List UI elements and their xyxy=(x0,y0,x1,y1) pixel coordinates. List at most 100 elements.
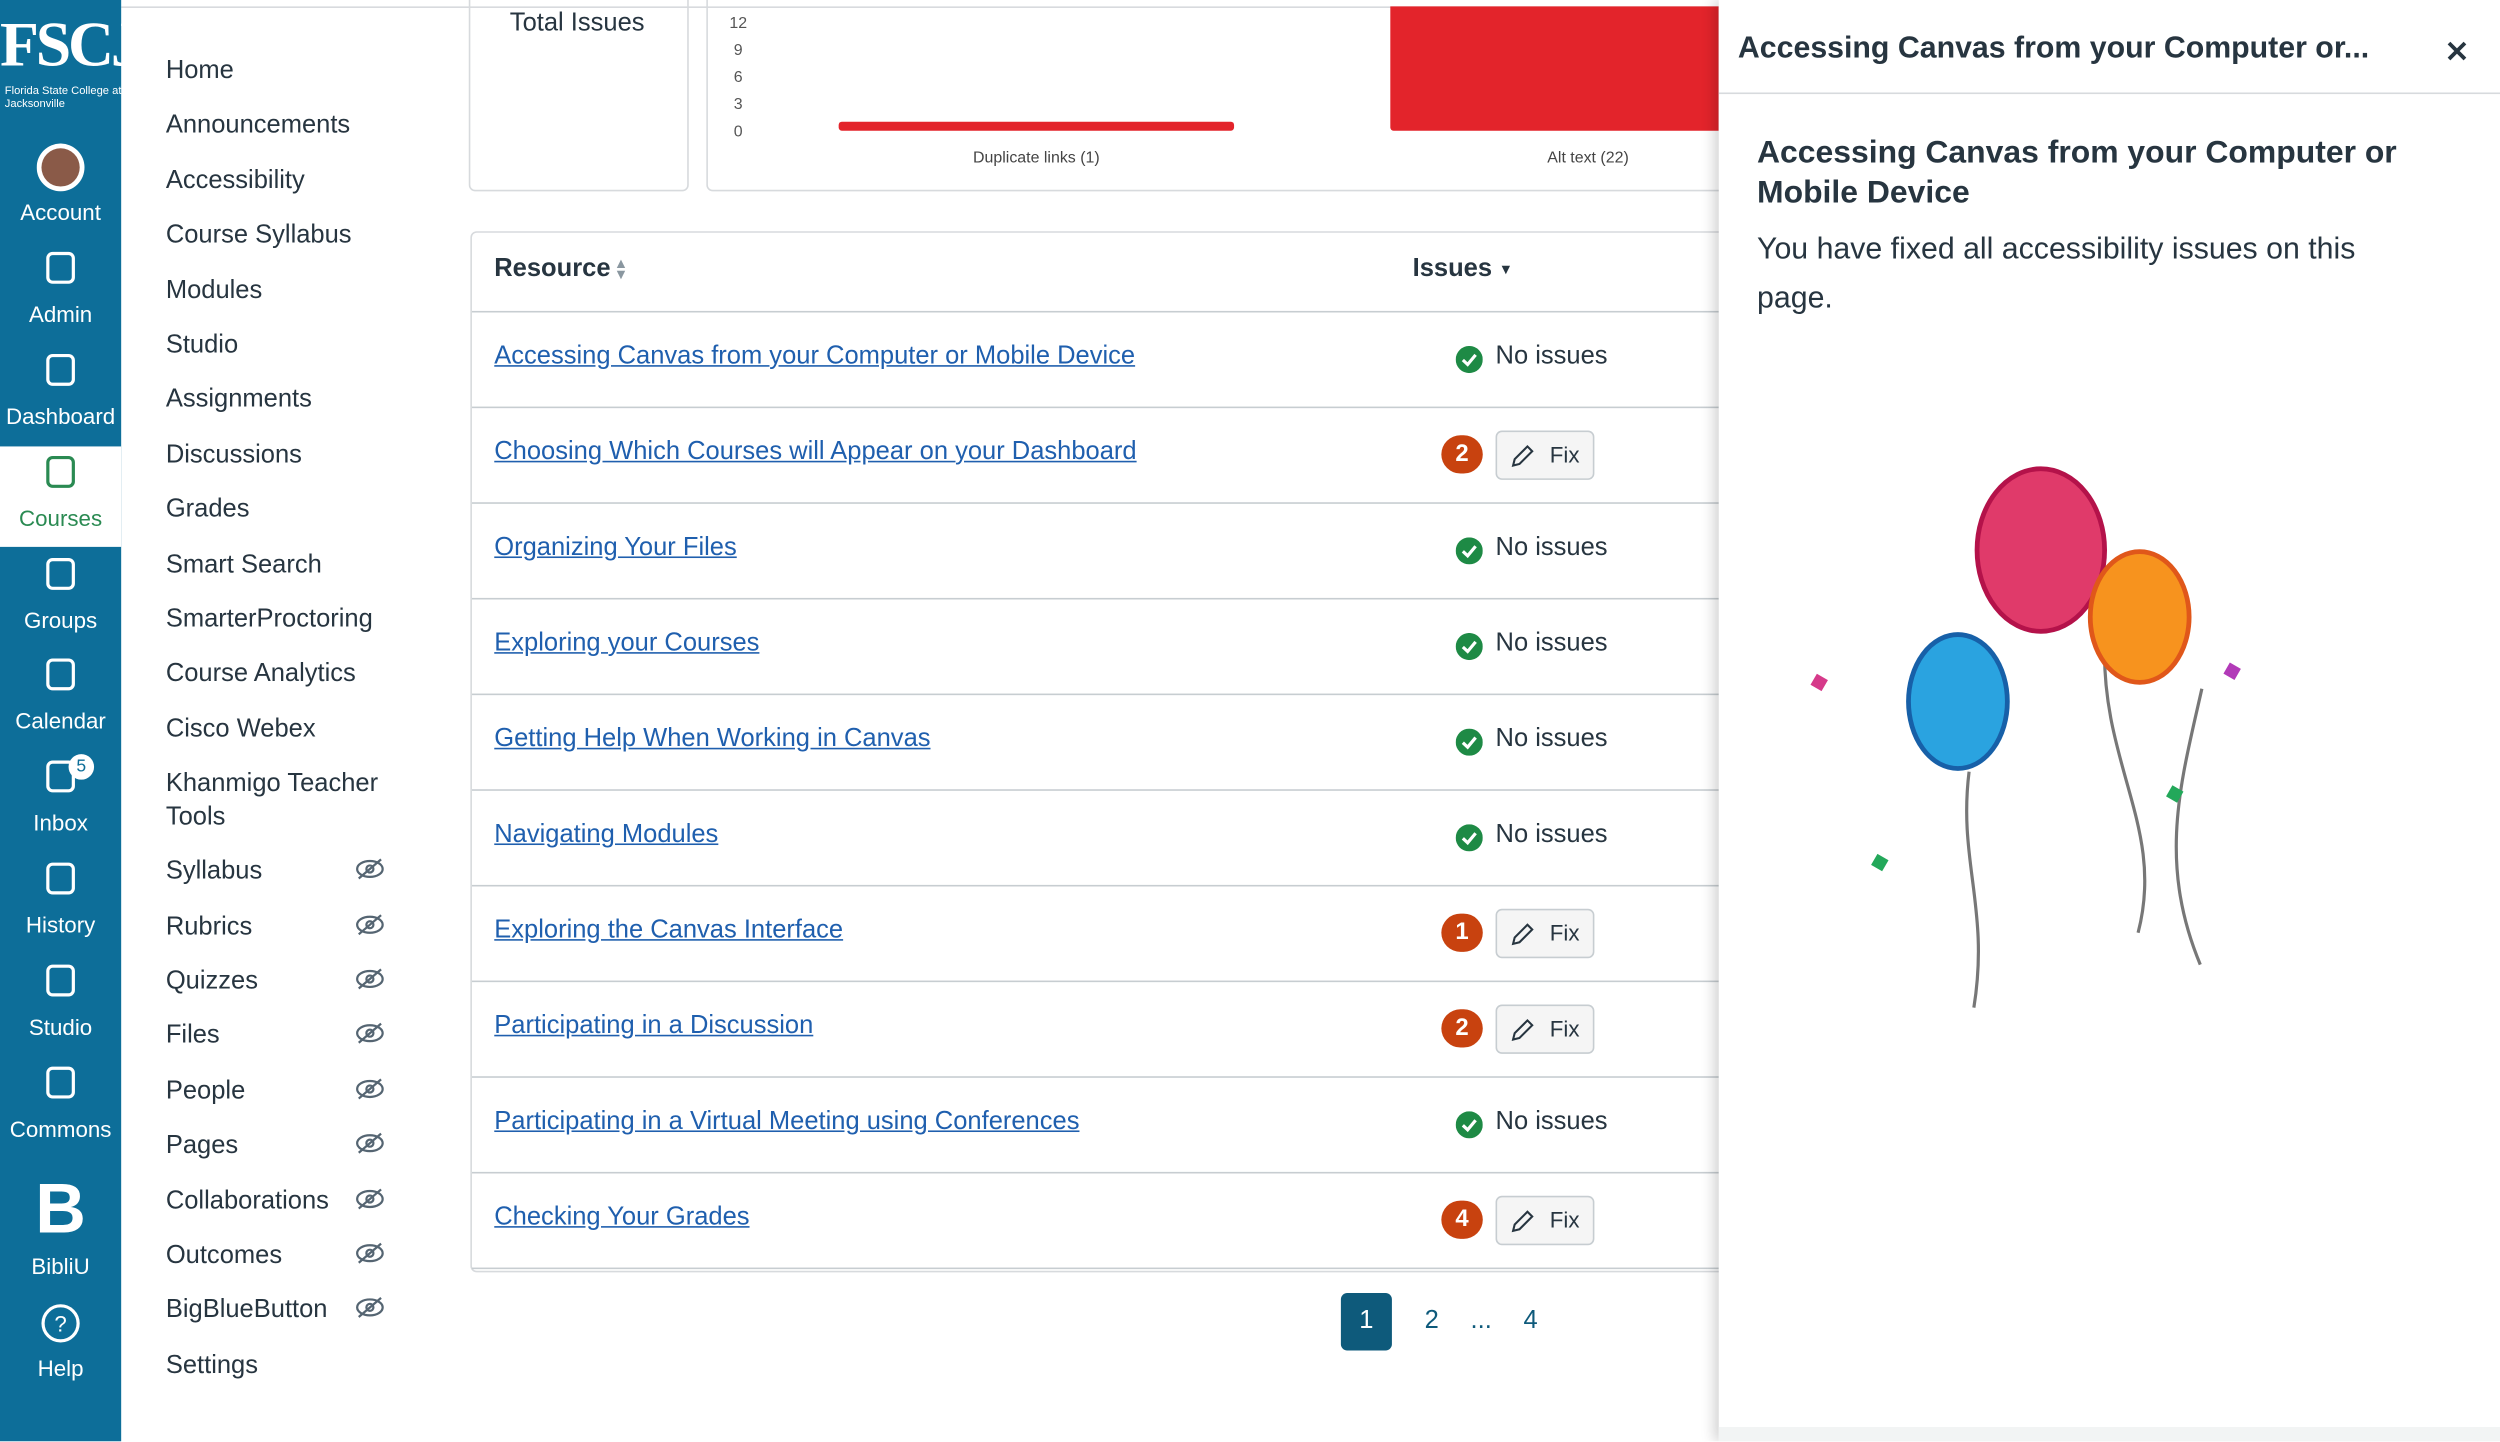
strike xyxy=(358,858,382,880)
page-link[interactable]: 4 xyxy=(1523,1307,1538,1335)
global-nav-item[interactable]: Commons xyxy=(9,1116,112,1142)
global-nav-item[interactable]: History xyxy=(25,911,96,938)
row-rule xyxy=(471,597,1719,600)
global-nav: FSCJ Florida State College at Jacksonvill… xyxy=(0,0,143,1442)
pencil xyxy=(1511,444,1534,467)
resource-link[interactable]: Choosing Which Courses will Appear on yo… xyxy=(494,438,1137,466)
course-nav-link[interactable]: Outcomes xyxy=(165,1242,283,1270)
page-link[interactable]: ... xyxy=(1470,1307,1492,1335)
course-nav-link[interactable]: Quizzes xyxy=(165,967,258,995)
global-nav-item[interactable]: Account xyxy=(20,199,101,225)
bar xyxy=(838,121,1235,131)
row-rule xyxy=(471,1171,1719,1174)
resource-link[interactable]: Accessing Canvas from your Computer or M… xyxy=(494,342,1136,370)
confetti xyxy=(1871,853,1889,872)
close-button[interactable] xyxy=(2444,38,2470,64)
resource-link[interactable]: Exploring your Courses xyxy=(494,629,760,657)
course-nav-link[interactable]: Rubrics xyxy=(165,912,253,941)
course-nav-link[interactable]: Studio xyxy=(165,331,239,359)
resource-link[interactable]: Checking Your Grades xyxy=(494,1203,750,1231)
global-nav-item[interactable]: Dashboard xyxy=(5,403,116,429)
nav-icon: B xyxy=(37,1175,85,1239)
fix-button[interactable]: Fix xyxy=(1495,908,1595,959)
hidden-icon xyxy=(356,1023,384,1045)
resource-link[interactable]: Getting Help When Working in Canvas xyxy=(494,725,931,753)
global-nav-item[interactable]: Admin xyxy=(28,301,93,327)
global-nav-item[interactable]: BibliU xyxy=(31,1253,90,1279)
course-nav-link[interactable]: Smart Search xyxy=(165,551,322,579)
course-nav-link[interactable]: Khanmigo Teacher Tools xyxy=(165,770,379,831)
string xyxy=(2103,644,2147,934)
check-mark xyxy=(1461,736,1477,750)
pencil xyxy=(1511,1018,1534,1041)
check-bg xyxy=(1455,345,1483,374)
global-nav-item[interactable]: Calendar xyxy=(15,707,106,734)
summary-card xyxy=(468,0,689,192)
row-rule xyxy=(471,884,1719,887)
icon-shape xyxy=(46,862,75,895)
resource-link[interactable]: Navigating Modules xyxy=(494,821,719,849)
global-nav-item[interactable]: Groups xyxy=(23,607,98,633)
course-nav-link[interactable]: Files xyxy=(165,1022,220,1050)
row-rule xyxy=(471,1267,1719,1270)
global-nav-item[interactable]: Studio xyxy=(28,1014,93,1040)
status-text: No issues xyxy=(1495,629,1608,657)
nav-icon xyxy=(46,658,75,691)
course-nav-link[interactable]: Syllabus xyxy=(165,858,263,886)
strike xyxy=(358,1078,382,1100)
close-x xyxy=(2447,41,2467,61)
course-nav-link[interactable]: Modules xyxy=(165,276,263,304)
pencil xyxy=(1511,923,1534,946)
table-header[interactable]: Issues xyxy=(1412,255,1493,283)
pupil xyxy=(365,1029,375,1039)
string xyxy=(2174,688,2204,966)
confetti xyxy=(2166,785,2184,803)
icon-shape xyxy=(41,1304,80,1343)
fix-button[interactable]: Fix xyxy=(1495,1004,1595,1054)
course-nav-link[interactable]: Pages xyxy=(165,1132,239,1160)
nav-icon xyxy=(46,862,75,895)
resource-link[interactable]: Participating in a Discussion xyxy=(494,1012,814,1040)
course-nav-link[interactable]: Course Syllabus xyxy=(165,221,352,250)
global-nav-item[interactable]: Inbox xyxy=(33,809,88,836)
strike xyxy=(358,1242,382,1264)
course-nav-link[interactable]: Assignments xyxy=(165,386,312,414)
resource-link[interactable]: Participating in a Virtual Meeting using… xyxy=(494,1108,1080,1136)
course-nav-link[interactable]: Grades xyxy=(165,496,250,524)
course-nav-link[interactable]: SmarterProctoring xyxy=(165,605,373,633)
pencil-icon xyxy=(1511,1018,1534,1041)
course-nav-link[interactable]: Home xyxy=(165,57,234,85)
pupil xyxy=(365,1084,375,1094)
course-nav-link[interactable]: Collaborations xyxy=(165,1187,329,1215)
resource-link[interactable]: Organizing Your Files xyxy=(494,534,737,562)
hidden-icon xyxy=(356,968,384,990)
global-nav-item[interactable]: Help xyxy=(37,1355,84,1381)
page-link[interactable]: 1 xyxy=(1359,1307,1374,1335)
course-nav-link[interactable]: BigBlueButton xyxy=(165,1296,328,1324)
nav-icon xyxy=(46,455,75,488)
eye xyxy=(356,1079,384,1098)
fix-label: Fix xyxy=(1549,441,1580,468)
panel-rule xyxy=(1718,92,2500,95)
course-nav-link[interactable]: Discussions xyxy=(165,441,302,469)
fix-button[interactable]: Fix xyxy=(1495,1195,1595,1246)
nav-icon xyxy=(46,558,75,590)
course-nav-link[interactable]: Cisco Webex xyxy=(165,715,316,743)
table-header[interactable]: Resource xyxy=(494,255,611,283)
course-nav-link[interactable]: Announcements xyxy=(165,112,351,140)
global-nav-item[interactable]: Courses xyxy=(19,505,103,531)
icon-shape xyxy=(46,251,75,284)
page-link[interactable]: 2 xyxy=(1424,1307,1439,1335)
header-rule xyxy=(471,310,1719,313)
course-nav-link[interactable]: People xyxy=(165,1077,246,1105)
resource-link[interactable]: Exploring the Canvas Interface xyxy=(494,916,844,944)
x-tick-label: Duplicate links (1) xyxy=(973,150,1100,167)
course-nav-link[interactable]: Settings xyxy=(165,1351,258,1379)
balloon-blue xyxy=(1906,632,2010,771)
course-nav-link[interactable]: Accessibility xyxy=(165,167,305,195)
row-rule xyxy=(471,1076,1719,1078)
check-bg xyxy=(1455,824,1483,852)
course-nav-link[interactable]: Course Analytics xyxy=(165,660,356,688)
icon-shape xyxy=(46,558,75,590)
fix-button[interactable]: Fix xyxy=(1495,430,1595,480)
